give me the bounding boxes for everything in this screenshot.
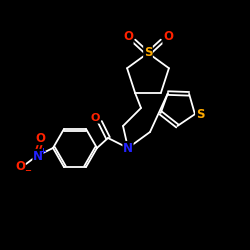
Text: S: S xyxy=(144,46,152,60)
Text: N: N xyxy=(33,150,43,162)
Text: −: − xyxy=(24,166,32,175)
Text: O: O xyxy=(123,30,133,44)
Text: S: S xyxy=(196,108,204,121)
Text: O: O xyxy=(163,30,173,44)
Text: O: O xyxy=(90,113,100,123)
Text: N: N xyxy=(123,142,133,154)
Text: O: O xyxy=(15,160,25,173)
Text: O: O xyxy=(35,132,45,144)
Text: +: + xyxy=(40,148,46,156)
